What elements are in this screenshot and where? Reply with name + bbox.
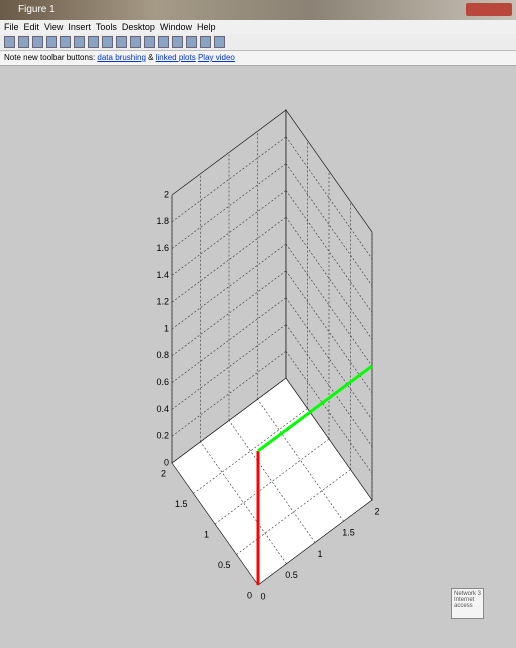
y-tick-label: 0.5 — [218, 560, 231, 570]
axes-3d: 00.511.5200.511.5200.20.40.60.811.21.41.… — [0, 66, 516, 648]
tooltip-text: Internet access — [454, 597, 481, 609]
note-bar: Note new toolbar buttons: data brushing … — [0, 51, 516, 66]
menu-item[interactable]: Window — [160, 22, 192, 32]
x-tick-label: 0.5 — [285, 570, 298, 580]
z-tick-label: 0 — [164, 457, 169, 467]
z-tick-label: 1.4 — [156, 270, 169, 280]
menu-item[interactable]: File — [4, 22, 19, 32]
toolbar — [0, 34, 516, 51]
tool-open[interactable] — [18, 36, 29, 48]
menu-item[interactable]: Edit — [24, 22, 40, 32]
figure-window: Figure 1 File Edit View Insert Tools Desktop W… — [0, 0, 516, 648]
tool-pointer[interactable] — [60, 36, 71, 48]
z-tick-label: 1 — [164, 323, 169, 333]
x-tick-label: 1.5 — [342, 528, 355, 538]
tool-zoom-out[interactable] — [88, 36, 99, 48]
tool-new[interactable] — [4, 36, 15, 48]
tool-brush[interactable] — [144, 36, 155, 48]
menu-item[interactable]: View — [44, 22, 63, 32]
tool-print[interactable] — [46, 36, 57, 48]
tool-datacursor[interactable] — [130, 36, 141, 48]
menu-bar: File Edit View Insert Tools Desktop Window Help — [0, 20, 516, 34]
menu-item[interactable]: Tools — [96, 22, 117, 32]
window-controls[interactable] — [466, 3, 512, 16]
tool-link[interactable] — [158, 36, 169, 48]
tool-rotate[interactable] — [116, 36, 127, 48]
z-tick-label: 0.6 — [156, 377, 169, 387]
x-tick-label: 2 — [374, 506, 379, 516]
z-tick-label: 1.6 — [156, 243, 169, 253]
tool-zoom-in[interactable] — [74, 36, 85, 48]
x-tick-label: 0 — [260, 591, 265, 601]
menu-item[interactable]: Insert — [68, 22, 91, 32]
menu-item[interactable]: Help — [197, 22, 216, 32]
link-linked-plots[interactable]: linked plots — [156, 53, 196, 62]
x-tick-label: 1 — [317, 549, 322, 559]
link-play-video[interactable]: Play video — [198, 53, 235, 62]
z-tick-label: 1.8 — [156, 216, 169, 226]
tool-save[interactable] — [32, 36, 43, 48]
tool-show[interactable] — [214, 36, 225, 48]
link-data-brushing[interactable]: data brushing — [97, 53, 145, 62]
network-tooltip: Network 3 Internet access — [451, 588, 484, 619]
z-tick-label: 0.4 — [156, 404, 169, 414]
note-joiner: & — [148, 53, 153, 62]
tool-colorbar[interactable] — [172, 36, 183, 48]
y-tick-label: 1 — [204, 529, 209, 539]
tool-legend[interactable] — [186, 36, 197, 48]
note-text: Note new toolbar buttons: — [4, 53, 95, 62]
tool-hide[interactable] — [200, 36, 211, 48]
z-tick-label: 2 — [164, 189, 169, 199]
tool-pan[interactable] — [102, 36, 113, 48]
window-title: Figure 1 — [18, 4, 55, 15]
z-tick-label: 1.2 — [156, 297, 169, 307]
menu-item[interactable]: Desktop — [122, 22, 155, 32]
title-bar: Figure 1 — [0, 0, 516, 20]
y-tick-label: 1.5 — [175, 499, 188, 509]
y-tick-label: 0 — [247, 590, 252, 600]
z-tick-label: 0.2 — [156, 431, 169, 441]
y-tick-label: 2 — [161, 468, 166, 478]
z-tick-label: 0.8 — [156, 350, 169, 360]
